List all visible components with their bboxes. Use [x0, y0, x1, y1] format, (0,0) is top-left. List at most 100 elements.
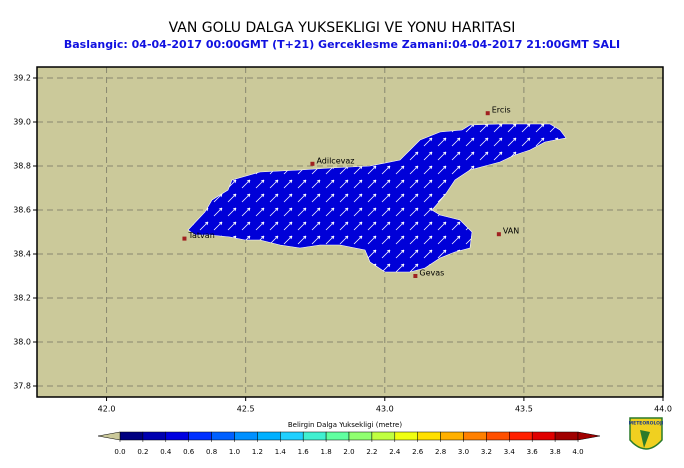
- arrow: [199, 221, 209, 231]
- arrow: [283, 179, 293, 189]
- arrow: [479, 151, 489, 161]
- arrow: [227, 193, 237, 203]
- arrow: [507, 124, 517, 133]
- arrow: [423, 151, 433, 161]
- arrow: [423, 137, 433, 147]
- arrow: [465, 151, 475, 161]
- arrow: [437, 165, 447, 175]
- colorbar-tick-label: 3.6: [527, 448, 539, 456]
- colorbar-tick-label: 2.8: [435, 448, 446, 456]
- arrow: [297, 179, 307, 189]
- arrow: [395, 165, 405, 175]
- arrow: [395, 179, 405, 189]
- arrow: [339, 221, 349, 231]
- arrow: [339, 193, 349, 203]
- arrow: [269, 221, 279, 231]
- arrow: [409, 221, 419, 231]
- arrow: [241, 207, 251, 217]
- arrow: [311, 207, 321, 217]
- arrow: [311, 193, 321, 203]
- arrow: [283, 235, 293, 245]
- colorbar-segment: [119, 431, 144, 441]
- arrow: [437, 137, 447, 147]
- arrow: [297, 235, 307, 245]
- arrow: [451, 221, 461, 231]
- colorbar-tick-label: 4.0: [572, 448, 583, 456]
- arrow: [437, 179, 447, 189]
- arrow: [283, 193, 293, 203]
- arrow: [381, 249, 391, 259]
- arrow: [451, 137, 461, 147]
- arrow: [367, 249, 377, 259]
- arrow: [409, 235, 419, 245]
- arrow: [409, 151, 419, 161]
- arrow: [465, 137, 475, 147]
- y-tick-label: 39.0: [13, 118, 31, 127]
- colorbar-tick-label: 0.2: [137, 448, 148, 456]
- arrow: [255, 207, 265, 217]
- x-tick-label: 44.0: [654, 405, 672, 414]
- arrow: [451, 151, 461, 161]
- arrow: [381, 193, 391, 203]
- arrow: [325, 235, 335, 245]
- arrow: [353, 221, 363, 231]
- arrow: [353, 179, 363, 189]
- colorbar-segment: [234, 431, 258, 441]
- arrow: [409, 193, 419, 203]
- arrow: [437, 221, 447, 231]
- colorbar-segment: [371, 431, 396, 441]
- colorbar-tick-label: 0.8: [206, 448, 217, 456]
- arrow: [521, 137, 531, 147]
- colorbar-tick-label: 3.8: [550, 448, 561, 456]
- colorbar-segment: [325, 431, 350, 441]
- arrow: [297, 221, 307, 231]
- arrow: [409, 179, 419, 189]
- subtitle: Baslangic: 04-04-2017 00:00GMT (T+21) Ge…: [64, 38, 620, 51]
- colorbar-tick-label: 0.6: [183, 448, 195, 456]
- colorbar-high-arrow: [577, 431, 601, 441]
- colorbar-segment: [348, 431, 373, 441]
- arrow: [493, 137, 503, 147]
- colorbar-tick-label: 3.0: [458, 448, 469, 456]
- colorbar-segment: [509, 431, 533, 441]
- colorbar-tick-label: 1.6: [298, 448, 310, 456]
- y-tick-label: 38.2: [13, 294, 31, 303]
- arrow: [395, 207, 405, 217]
- colorbar-segment: [302, 431, 327, 441]
- arrow: [395, 193, 405, 203]
- arrow: [423, 221, 433, 231]
- arrow: [423, 249, 433, 259]
- colorbar-tick-label: 1.2: [252, 448, 263, 456]
- arrow: [423, 235, 433, 245]
- colorbar-segment: [142, 431, 167, 441]
- arrow: [409, 165, 419, 175]
- arrow: [395, 235, 405, 245]
- arrow: [367, 207, 377, 217]
- arrow: [227, 221, 237, 231]
- arrow: [437, 235, 447, 245]
- city-marker: [413, 274, 418, 278]
- y-tick-label: 39.2: [13, 74, 31, 83]
- city-label: Tatvan: [187, 231, 214, 240]
- arrow: [283, 221, 293, 231]
- city-label: Ercis: [492, 106, 511, 115]
- colorbar-segment: [394, 431, 418, 441]
- arrow: [423, 207, 433, 217]
- colorbar-segment: [165, 431, 189, 441]
- arrow: [437, 249, 447, 259]
- arrow: [535, 124, 545, 133]
- colorbar-segment: [211, 431, 235, 441]
- city-label: Adilcevaz: [316, 156, 354, 165]
- arrow: [521, 124, 531, 133]
- colorbar-tick-label: 2.2: [366, 448, 377, 456]
- colorbar-tick-label: 2.6: [412, 448, 424, 456]
- arrow: [255, 221, 265, 231]
- arrow: [423, 165, 433, 175]
- arrow: [367, 165, 377, 175]
- arrow: [535, 137, 545, 147]
- arrow: [409, 263, 419, 272]
- colorbar-segment: [554, 431, 579, 441]
- arrow: [381, 207, 391, 217]
- colorbar-tick-label: 2.0: [343, 448, 354, 456]
